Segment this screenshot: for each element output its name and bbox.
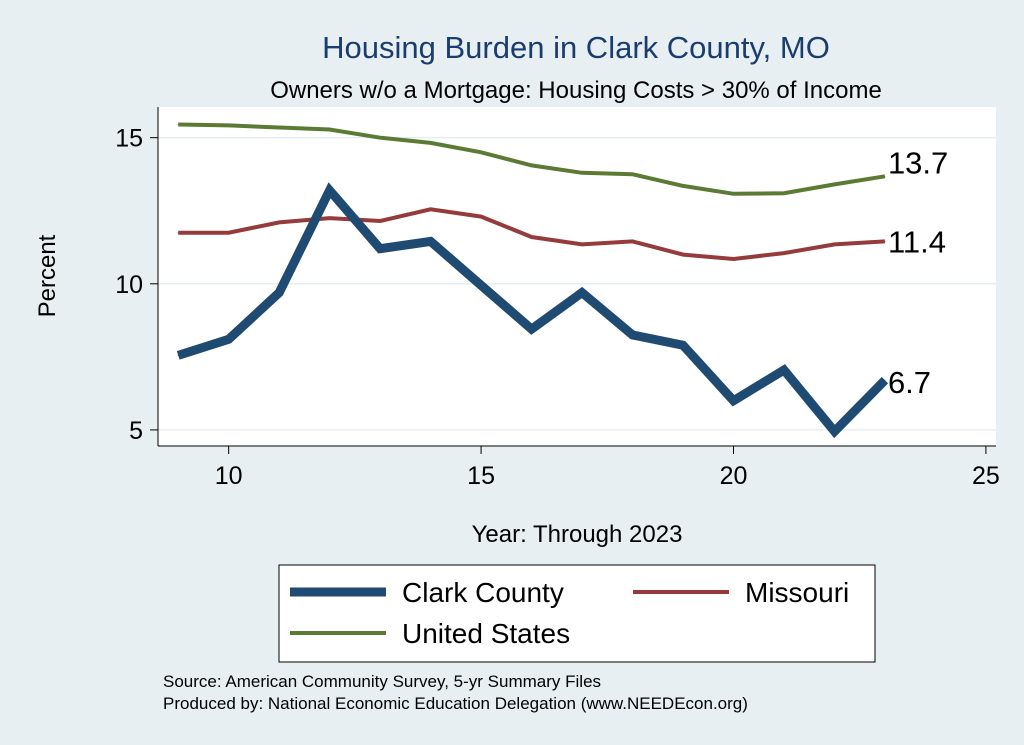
data-point-clark-county-21 (783, 369, 785, 371)
data-point-united-states-11 (278, 126, 280, 128)
legend-label-united-states: United States (402, 618, 570, 649)
data-point-clark-county-20 (732, 400, 734, 402)
data-point-clark-county-11 (278, 292, 280, 294)
data-point-missouri-18 (632, 240, 634, 242)
y-tick-label-10: 10 (115, 271, 143, 299)
legend-label-clark-county: Clark County (402, 577, 564, 608)
end-label-missouri: 11.4 (888, 224, 946, 259)
data-point-united-states-14 (430, 142, 432, 144)
y-axis-ticks: 5 10 15 (115, 125, 158, 445)
end-label-united-states: 13.7 (888, 145, 948, 180)
x-tick-label-15: 15 (467, 462, 495, 490)
series-layer (176, 122, 889, 439)
data-point-clark-county-19 (682, 344, 684, 346)
data-point-clark-county-15 (480, 284, 482, 286)
data-point-missouri-14 (430, 208, 432, 210)
data-point-clark-county-10 (228, 338, 230, 340)
data-point-clark-county-16 (531, 328, 533, 330)
data-point-missouri-23 (884, 240, 886, 242)
data-point-united-states-17 (581, 172, 583, 174)
data-point-united-states-10 (228, 124, 230, 126)
y-axis-title: Percent (34, 234, 61, 317)
data-point-missouri-15 (480, 216, 482, 218)
data-point-united-states-12 (329, 129, 331, 131)
chart-title: Housing Burden in Clark County, MO (322, 30, 830, 65)
data-point-united-states-23 (884, 175, 886, 177)
data-point-united-states-20 (732, 193, 734, 195)
data-point-clark-county-17 (581, 292, 583, 294)
end-labels: 13.7 11.4 6.7 (888, 145, 948, 400)
data-point-clark-county-9 (177, 354, 179, 356)
data-point-united-states-16 (531, 164, 533, 166)
legend-label-missouri: Missouri (745, 577, 849, 608)
data-point-missouri-10 (228, 232, 230, 234)
x-axis-ticks: 10 15 20 25 (215, 446, 1000, 490)
data-point-missouri-17 (581, 243, 583, 245)
data-point-clark-county-22 (833, 430, 835, 432)
data-point-united-states-21 (783, 192, 785, 194)
chart-subtitle: Owners w/o a Mortgage: Housing Costs > 3… (270, 77, 882, 104)
data-point-clark-county-13 (379, 248, 381, 250)
producer-note: Produced by: National Economic Education… (163, 694, 748, 713)
x-tick-label-20: 20 (720, 462, 748, 490)
data-point-missouri-9 (177, 232, 179, 234)
x-tick-label-10: 10 (215, 462, 243, 490)
data-point-united-states-22 (833, 183, 835, 185)
data-point-united-states-19 (682, 185, 684, 187)
y-tick-label-5: 5 (129, 417, 143, 445)
x-axis-title: Year: Through 2023 (472, 521, 683, 548)
data-point-united-states-18 (632, 173, 634, 175)
end-label-clark-county: 6.7 (888, 365, 931, 400)
data-point-united-states-9 (177, 124, 179, 126)
data-point-clark-county-12 (329, 189, 331, 191)
data-point-clark-county-14 (430, 240, 432, 242)
data-point-missouri-12 (329, 217, 331, 219)
data-point-missouri-19 (682, 254, 684, 256)
x-tick-label-25: 25 (972, 462, 1000, 490)
data-point-missouri-11 (278, 221, 280, 223)
plot-area (158, 107, 996, 446)
data-point-missouri-13 (379, 220, 381, 222)
data-point-united-states-15 (480, 151, 482, 153)
data-point-missouri-21 (783, 252, 785, 254)
data-point-clark-county-23 (884, 379, 886, 381)
data-point-missouri-16 (531, 236, 533, 238)
data-point-missouri-20 (732, 258, 734, 260)
source-note: Source: American Community Survey, 5-yr … (163, 672, 601, 691)
data-point-united-states-13 (379, 137, 381, 139)
gridlines (158, 136, 996, 431)
legend (278, 564, 876, 663)
y-tick-label-15: 15 (115, 125, 143, 153)
data-point-clark-county-18 (632, 334, 634, 336)
data-point-missouri-22 (833, 243, 835, 245)
legend-items: Clark County Missouri United States (290, 577, 849, 649)
